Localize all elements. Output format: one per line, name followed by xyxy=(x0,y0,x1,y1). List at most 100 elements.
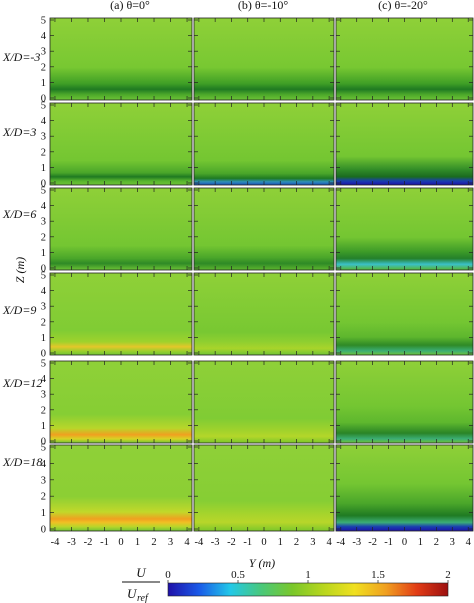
field-r3-c0 xyxy=(50,273,192,355)
z-tick-label: 4 xyxy=(41,201,47,212)
z-tick-label: 4 xyxy=(41,116,47,127)
y-tick-label: 3 xyxy=(168,537,173,548)
z-tick-label: 2 xyxy=(41,317,46,328)
panel-r3-c2 xyxy=(335,272,474,356)
z-tick-label: 5 xyxy=(41,271,46,282)
z-tick-label: 4 xyxy=(41,374,47,385)
z-tick-label: 2 xyxy=(41,147,46,158)
z-tick-label: 2 xyxy=(41,405,46,416)
field-r2-c2 xyxy=(336,188,473,270)
y-tick-label: -3 xyxy=(352,537,361,548)
colorbar-tick-label: 0 xyxy=(165,569,171,581)
colorbar-strip xyxy=(167,582,449,597)
row-label-3: X/D=9 xyxy=(2,303,36,317)
colorbar-denominator-sub: ref xyxy=(137,593,149,603)
field-r3-c1 xyxy=(194,273,334,355)
y-tick-label: 0 xyxy=(402,537,407,548)
z-tick-label: 2 xyxy=(41,62,46,73)
y-tick-label: -2 xyxy=(368,537,377,548)
field-r1-c0 xyxy=(50,103,192,185)
panel-r4-c2 xyxy=(335,360,474,444)
z-tick-label: 2 xyxy=(41,492,46,503)
row-label-5: X/D=18 xyxy=(2,455,42,469)
y-tick-label: -3 xyxy=(67,537,76,548)
y-tick-label: -1 xyxy=(100,537,109,548)
colorbar-numerator: U xyxy=(136,565,147,580)
y-tick-label: 0 xyxy=(261,537,266,548)
field-r5-c0 xyxy=(50,445,192,531)
z-tick-label: 5 xyxy=(41,443,46,454)
y-tick-label: 3 xyxy=(450,537,455,548)
y-axis-label: Y (m) xyxy=(249,556,275,570)
panel-r0-c2 xyxy=(335,17,474,101)
panel-r0-c1 xyxy=(193,17,335,101)
panel-r1-c0 xyxy=(49,102,193,186)
z-tick-label: 0 xyxy=(41,179,46,190)
y-tick-label: 1 xyxy=(135,537,140,548)
z-tick-label: 4 xyxy=(41,459,47,470)
z-tick-label: 1 xyxy=(41,163,46,174)
z-tick-label: 1 xyxy=(41,421,46,432)
panel-r1-c2 xyxy=(335,102,474,186)
y-tick-label: 4 xyxy=(326,537,332,548)
row-label-2: X/D=6 xyxy=(2,207,36,221)
y-tick-label: -4 xyxy=(51,537,60,548)
row-label-4: X/D=12 xyxy=(2,376,42,390)
field-r2-c1 xyxy=(194,188,334,270)
panel-r5-c2 xyxy=(335,444,474,532)
y-tick-label: 1 xyxy=(278,537,283,548)
field-r0-c1 xyxy=(194,18,334,100)
z-tick-label: 3 xyxy=(41,302,46,313)
column-title-a: (a) θ=0° xyxy=(110,0,150,12)
z-tick-label: 3 xyxy=(41,390,46,401)
field-r3-c2 xyxy=(336,273,473,355)
z-tick-label: 1 xyxy=(41,248,46,259)
colorbar-tick-label: 1.5 xyxy=(371,569,385,581)
z-tick-label: 3 xyxy=(41,217,46,228)
field-r5-c1 xyxy=(194,445,334,531)
colorbar-ticks: 0 0.5 1 1.5 2 xyxy=(165,569,451,583)
z-tick-label: 0 xyxy=(41,94,46,105)
z-tick-label: 0 xyxy=(41,525,46,536)
z-tick-label: 0 xyxy=(41,264,46,275)
y-tick-label: 4 xyxy=(184,537,190,548)
column-title-c: (c) θ=-20° xyxy=(378,0,428,12)
z-tick-label: 5 xyxy=(41,186,46,197)
z-tick-label: 5 xyxy=(41,101,46,112)
colorbar: U U ref 0 0.5 1 1.5 2 xyxy=(122,565,451,603)
panel-r2-c0 xyxy=(49,187,193,271)
colorbar-tick-label: 0.5 xyxy=(231,569,245,581)
column-title-b: (b) θ=-10° xyxy=(238,0,289,12)
colorbar-denominator: U xyxy=(127,586,138,601)
z-tick-label: 4 xyxy=(41,31,47,42)
y-tick-label: -4 xyxy=(195,537,204,548)
panel-r3-c0 xyxy=(49,272,193,356)
field-r0-c0 xyxy=(50,18,192,100)
panel-r0-c0 xyxy=(49,17,193,101)
y-tick-label: -1 xyxy=(243,537,252,548)
z-tick-label: 3 xyxy=(41,132,46,143)
colorbar-tick-label: 1 xyxy=(305,569,311,581)
panel-r3-c1 xyxy=(193,272,335,356)
row-label-0: X/D=-3 xyxy=(2,50,40,64)
z-tick-label: 1 xyxy=(41,333,46,344)
z-tick-label: 1 xyxy=(41,508,46,519)
panel-r5-c1 xyxy=(193,444,335,532)
panel-r1-c1 xyxy=(193,102,335,186)
z-tick-label: 3 xyxy=(41,47,46,58)
y-tick-label: -2 xyxy=(84,537,93,548)
panel-r4-c1 xyxy=(193,360,335,444)
field-r4-c0 xyxy=(50,361,192,443)
panel-r5-c0 xyxy=(49,444,193,532)
field-r1-c1 xyxy=(194,103,334,185)
field-r4-c2 xyxy=(336,361,473,443)
panel-grid xyxy=(49,17,474,532)
field-r4-c1 xyxy=(194,361,334,443)
z-tick-label: 5 xyxy=(41,16,46,27)
z-tick-label: 2 xyxy=(41,232,46,243)
y-tick-label: 2 xyxy=(151,537,156,548)
z-axis-label: Z (m) xyxy=(13,257,27,283)
y-tick-label: -4 xyxy=(336,537,345,548)
